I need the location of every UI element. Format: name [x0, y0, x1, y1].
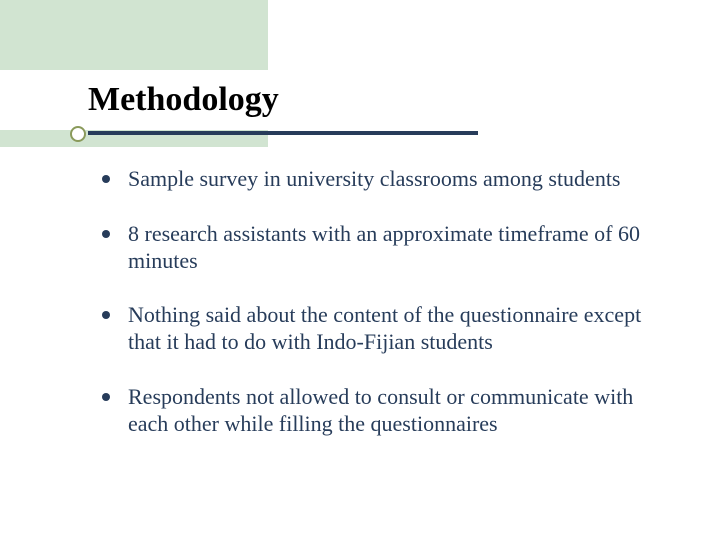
bullet-list: Sample survey in university classrooms a…	[98, 166, 658, 438]
slide: Methodology Sample survey in university …	[0, 0, 720, 540]
slide-title: Methodology	[88, 81, 279, 119]
bullet-text: Sample survey in university classrooms a…	[128, 166, 621, 191]
bullet-text: 8 research assistants with an approximat…	[128, 221, 640, 273]
separator-circle-icon	[70, 126, 86, 142]
list-item: Respondents not allowed to consult or co…	[98, 384, 658, 438]
bullet-text: Nothing said about the content of the qu…	[128, 302, 641, 354]
list-item: Sample survey in university classrooms a…	[98, 166, 658, 193]
list-item: 8 research assistants with an approximat…	[98, 221, 658, 275]
bullet-text: Respondents not allowed to consult or co…	[128, 384, 633, 436]
separator-bar	[88, 131, 478, 135]
body-content: Sample survey in university classrooms a…	[98, 166, 658, 466]
title-container: Methodology	[0, 70, 720, 130]
list-item: Nothing said about the content of the qu…	[98, 302, 658, 356]
